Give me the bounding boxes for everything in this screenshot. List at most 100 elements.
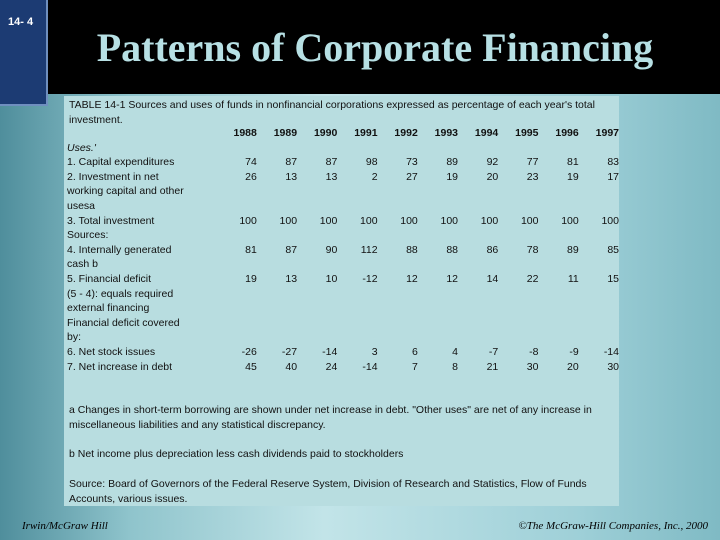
year-header: 1996 [555,127,579,139]
slide-number-box: 14- 4 [0,0,48,106]
year-header: 1995 [515,127,539,139]
uses-header: Uses.' [67,141,96,154]
year-header: 1997 [595,127,619,139]
table-cell: 19 [245,272,257,285]
row-label-cont: Financial deficit covered [67,316,180,329]
table-cell: 12 [446,272,459,285]
table-cell: 8 [452,360,459,373]
table-cell: -27 [281,345,298,358]
table-row: 4. Internally generated 81 87 90 112 88 … [67,243,619,258]
table-cell: 81 [567,156,579,169]
table-row-cont: by: [67,330,619,345]
table-row-cont: usesa [67,199,619,214]
table-cell: 13 [285,170,298,183]
table-cell: 87 [325,156,338,169]
table-cell: 4 [452,345,459,358]
table-cell: -12 [362,272,378,285]
table-cell: -26 [241,345,257,358]
table-cell: 100 [279,214,298,227]
table-cell: -7 [488,345,499,358]
row-label-cont: usesa [67,199,96,212]
table-cell: 100 [480,214,499,227]
table-row-cont: cash b [67,257,619,272]
table-cell: 100 [601,214,619,227]
table-cell: 12 [406,272,418,285]
year-header: 1993 [434,127,459,139]
table-row: 2. Investment in net 26 13 13 2 27 19 20… [67,170,619,185]
table-cell: 17 [607,170,619,183]
table-cell: 10 [325,272,338,285]
year-header: 1994 [474,127,499,139]
table-cell: 77 [526,156,539,169]
table-cell: 2 [371,170,378,183]
source-note: Source: Board of Governors of the Federa… [69,478,587,505]
table-cell: 45 [245,360,257,373]
footer-publisher: Irwin/McGraw Hill [22,520,108,532]
table-row-cont: working capital and other [67,184,619,199]
table-cell: 23 [526,170,539,183]
table-cell: 86 [486,243,499,256]
footnote-b: b Net income plus depreciation less cash… [69,448,404,460]
table-cell: 87 [285,156,298,169]
row-label: 1. Capital expenditures [67,156,175,169]
table-cell: 87 [285,243,298,256]
table-row: 3. Total investment 100 100 100 100 100 … [67,214,619,229]
table-cell: 85 [607,243,619,256]
table-row: 6. Net stock issues -26 -27 -14 3 6 4 -7… [67,345,619,360]
table-cell: -8 [529,345,539,358]
year-header: 1989 [273,127,298,139]
table-row-cont: external financing [67,301,619,316]
table-cell: 7 [411,360,418,373]
table-cell: 6 [411,345,418,358]
uses-header-row: Uses.' [67,141,619,156]
table-cell: 3 [371,345,378,358]
row-label: 2. Investment in net [67,170,159,183]
table-cell: 100 [561,214,579,227]
footnote-a: a Changes in short-term borrowing are sh… [69,404,592,431]
table-cell: 11 [567,272,579,285]
table-row: 1. Capital expenditures 74 87 87 98 73 8… [67,155,619,170]
year-header: 1992 [394,127,418,139]
table-cell: 26 [245,170,257,183]
table-cell: -9 [569,345,579,358]
row-label-cont: (5 - 4): equals required [67,287,174,300]
sources-uses-table: 1988 1989 1990 1991 1992 1993 1994 1995 … [67,126,619,374]
table-cell: 20 [567,360,579,373]
table-cell: 30 [526,360,539,373]
table-cell: -14 [603,345,619,358]
row-label: 7. Net increase in debt [67,360,173,373]
year-header: 1988 [233,127,257,139]
table-row-cont: Financial deficit covered [67,316,619,331]
row-label: 6. Net stock issues [67,345,156,358]
table-cell: 92 [486,156,499,169]
table-cell: 100 [360,214,378,227]
table-caption: TABLE 14-1 Sources and uses of funds in … [69,99,595,126]
row-label-cont: cash b [67,258,98,271]
year-header: 1990 [313,127,338,139]
table-cell: 88 [446,243,459,256]
table-cell: 90 [325,243,338,256]
table-cell: 19 [567,170,579,183]
table-cell: 24 [325,360,338,373]
table-row: 5. Financial deficit 19 13 10 -12 12 12 … [67,272,619,287]
table-cell: 20 [486,170,499,183]
sources-header: Sources: [67,229,109,242]
table-cell: 89 [567,243,579,256]
row-label: 5. Financial deficit [67,272,152,285]
title-bar [0,0,720,94]
table-cell: 89 [446,156,459,169]
table-cell: 13 [285,272,298,285]
row-label-cont: by: [67,331,82,344]
table-cell: 100 [440,214,459,227]
table-row: 7. Net increase in debt 45 40 24 -14 7 8… [67,360,619,375]
table-cell: 83 [607,156,619,169]
table-cell: 14 [486,272,499,285]
sources-header-row: Sources: [67,228,619,243]
footer-copyright: ©The McGraw-Hill Companies, Inc., 2000 [518,520,708,532]
row-label-cont: external financing [67,302,150,315]
table-cell: 19 [446,170,459,183]
row-label: 4. Internally generated [67,243,172,256]
table-cell: 100 [319,214,338,227]
table-cell: 40 [285,360,298,373]
table-cell: 81 [245,243,257,256]
